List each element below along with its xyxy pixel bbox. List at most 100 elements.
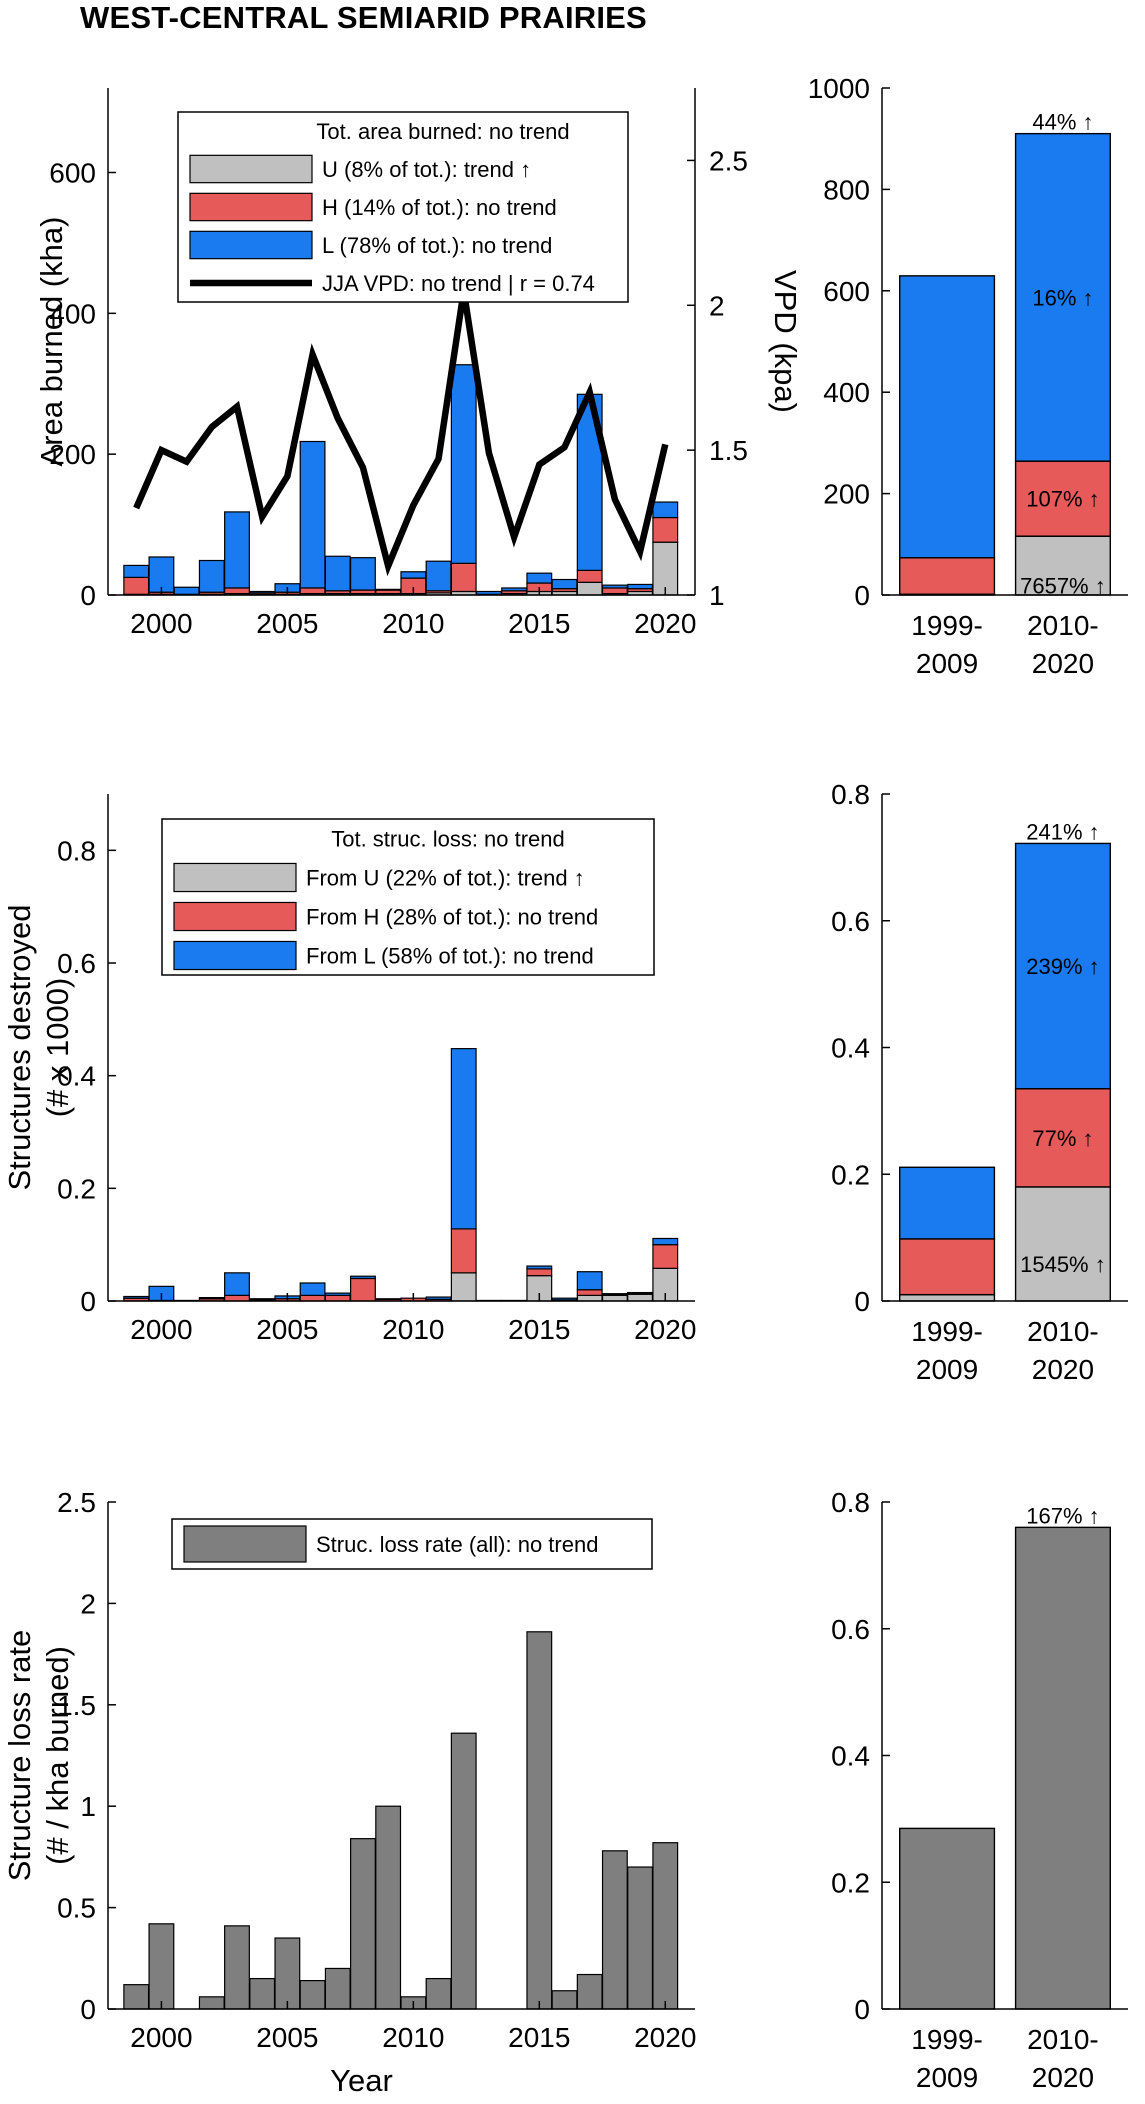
structures-bar-L-2011 — [425, 1296, 452, 1300]
structures-bar-H-2008 — [350, 1277, 376, 1302]
structures-decades-chart: 1999-2009 2010-2020 0 0.2 0.4 0.6 0.8 1545% ↑ 77… — [831, 779, 1128, 1385]
rate-bar-1999 — [123, 1984, 150, 2010]
area-bar-L-2019 — [627, 583, 654, 590]
area-y-label: Area burned (kha) — [34, 217, 69, 467]
structures-bar-L-2016 — [551, 1297, 578, 1301]
structures-x-tick-label: 2000 — [130, 1314, 192, 1345]
structures-bar-L-2007 — [324, 1292, 351, 1296]
rate-x-tick-label: 2020 — [634, 2022, 696, 2053]
structures-bar-L-2008 — [350, 1275, 376, 1280]
area-decades-annotation: 16% ↑ — [1032, 285, 1093, 310]
area-bar-H-2012 — [450, 562, 477, 593]
rate-bar-2016 — [551, 1990, 578, 2010]
rate-legend-swatch-rate — [183, 1525, 307, 1563]
structures-decades-bar-L-0 — [899, 1166, 996, 1240]
area-bar-L-2015 — [526, 572, 553, 584]
structures-decades-annotation: 77% ↑ — [1032, 1126, 1093, 1151]
structures-bar-L-2017 — [576, 1271, 603, 1291]
structures-bar-L-2020 — [652, 1237, 679, 1246]
structures-bar-L-2015 — [526, 1265, 553, 1270]
area-y2-tick-label: 2 — [709, 290, 725, 321]
structures-bar-L-2012 — [450, 1048, 477, 1230]
rate-decades-x-tick-label: 1999-2009 — [911, 2024, 983, 2093]
structures-bar-H-2015 — [526, 1268, 553, 1277]
rate-bar-2003 — [224, 1925, 250, 2010]
structures-y-label: (# x 1000) — [40, 978, 75, 1118]
structures-bar-L-2006 — [299, 1282, 326, 1296]
rate-bar-2008 — [350, 1838, 376, 2010]
rate-bar-2000 — [148, 1923, 175, 2010]
area-decades-chart: 1999-2009 2010-2020 0 200 400 600 800 1000 7657%… — [808, 73, 1128, 679]
area-bar-L-2012 — [450, 364, 477, 564]
area-x-tick-label: 2005 — [256, 608, 318, 639]
structures-decades-y-tick-label: 0.2 — [831, 1159, 870, 1190]
area-decades-y-tick-label: 0 — [854, 580, 870, 611]
rate-bar-2019 — [627, 1866, 654, 2010]
structures-y-tick-label: 0.4 — [57, 1061, 96, 1092]
rate-y-label: (# / kha burned) — [40, 1646, 75, 1865]
structures-decades-y-tick-label: 0 — [854, 1286, 870, 1317]
area-bar-L-2004 — [249, 590, 276, 594]
area-bar-L-2002 — [198, 559, 225, 593]
rate-bar-2004 — [249, 1977, 276, 2010]
area-decades-y-tick-label: 1000 — [808, 73, 870, 104]
rate-y-tick-label: 2 — [80, 1588, 96, 1619]
rate-x-tick-label: 2010 — [382, 2022, 444, 2053]
structures-decades-y-tick-label: 0.6 — [831, 906, 870, 937]
page-title: WEST-CENTRAL SEMIARID PRAIRIES — [80, 0, 647, 35]
rate-bar-2012 — [450, 1732, 477, 2010]
area-chart: 1 1.5 2 2.5 VPD (kpa) 0 200 400 600 2000 2005 2010 2… — [34, 88, 803, 639]
area-legend-swatch-H — [189, 192, 313, 222]
rate-bar-2007 — [324, 1967, 351, 2010]
area-y-tick-label: 400 — [49, 298, 96, 329]
area-bar-H-1999 — [123, 576, 150, 595]
structures-y-tick-label: 0 — [80, 1286, 96, 1317]
area-decades-annotation: 7657% ↑ — [1020, 574, 1106, 599]
area-bar-L-2011 — [425, 560, 452, 592]
area-decades-bar-H-0 — [899, 557, 996, 595]
structures-decades-bar-U-0 — [899, 1293, 996, 1302]
area-legend-entry: H (14% of tot.): no trend — [322, 195, 557, 220]
area-y2-tick-label: 1.5 — [709, 435, 748, 466]
structures-bar-U-2018 — [601, 1294, 628, 1302]
structures-bar-U-2012 — [450, 1272, 477, 1302]
area-bar-L-2008 — [350, 557, 376, 591]
structures-y-label: Structures destroyed — [2, 904, 37, 1190]
structures-legend-swatch-H — [173, 901, 297, 932]
rate-bar-2009 — [375, 1805, 402, 2010]
area-decades-bar-L-1 — [1014, 132, 1111, 462]
structures-x-tick-label: 2010 — [382, 1314, 444, 1345]
area-bar-H-2017 — [576, 569, 603, 583]
area-bar-L-2010 — [400, 571, 427, 579]
area-legend-entry: JJA VPD: no trend | r = 0.74 — [322, 271, 595, 296]
area-bar-U-2020 — [652, 541, 679, 596]
rate-y-label: Structure loss rate — [2, 1630, 37, 1882]
structures-legend-entry: From H (28% of tot.): no trend — [306, 905, 598, 930]
rate-x-tick-label: 2005 — [256, 2022, 318, 2053]
structures-x-tick-label: 2015 — [508, 1314, 570, 1345]
rate-bar-2018 — [601, 1850, 628, 2010]
area-bar-L-2020 — [652, 501, 679, 519]
area-decades-x-tick-label: 2010-2020 — [1027, 610, 1099, 679]
structures-bar-H-2007 — [324, 1294, 351, 1302]
area-decades-y-tick-label: 800 — [823, 174, 870, 205]
structures-decades-y-tick-label: 0.4 — [831, 1033, 870, 1064]
rate-decades-y-tick-label: 0.4 — [831, 1741, 870, 1772]
structures-decades-bar-L-1 — [1014, 842, 1111, 1090]
rate-decades-y-tick-label: 0.2 — [831, 1867, 870, 1898]
structures-bar-L-2003 — [224, 1272, 250, 1296]
area-decades-x-tick-label: 1999-2009 — [911, 610, 983, 679]
area-bar-H-2020 — [652, 516, 679, 543]
area-bar-L-2007 — [324, 555, 351, 592]
area-bar-H-2003 — [224, 587, 250, 595]
structures-decades-bar-H-0 — [899, 1238, 996, 1296]
area-bar-L-2014 — [501, 587, 528, 592]
rate-y-tick-label: 0.5 — [57, 1893, 96, 1924]
area-legend-entry: U (8% of tot.): trend ↑ — [322, 157, 531, 182]
rate-decades-y-tick-label: 0.6 — [831, 1614, 870, 1645]
structures-decades-annotation: 1545% ↑ — [1020, 1252, 1106, 1277]
structures-bar-L-1999 — [123, 1295, 150, 1299]
area-decades-bar-L-0 — [899, 275, 996, 559]
area-decades-y-tick-label: 200 — [823, 479, 870, 510]
area-decades-annotation: 107% ↑ — [1026, 487, 1099, 512]
